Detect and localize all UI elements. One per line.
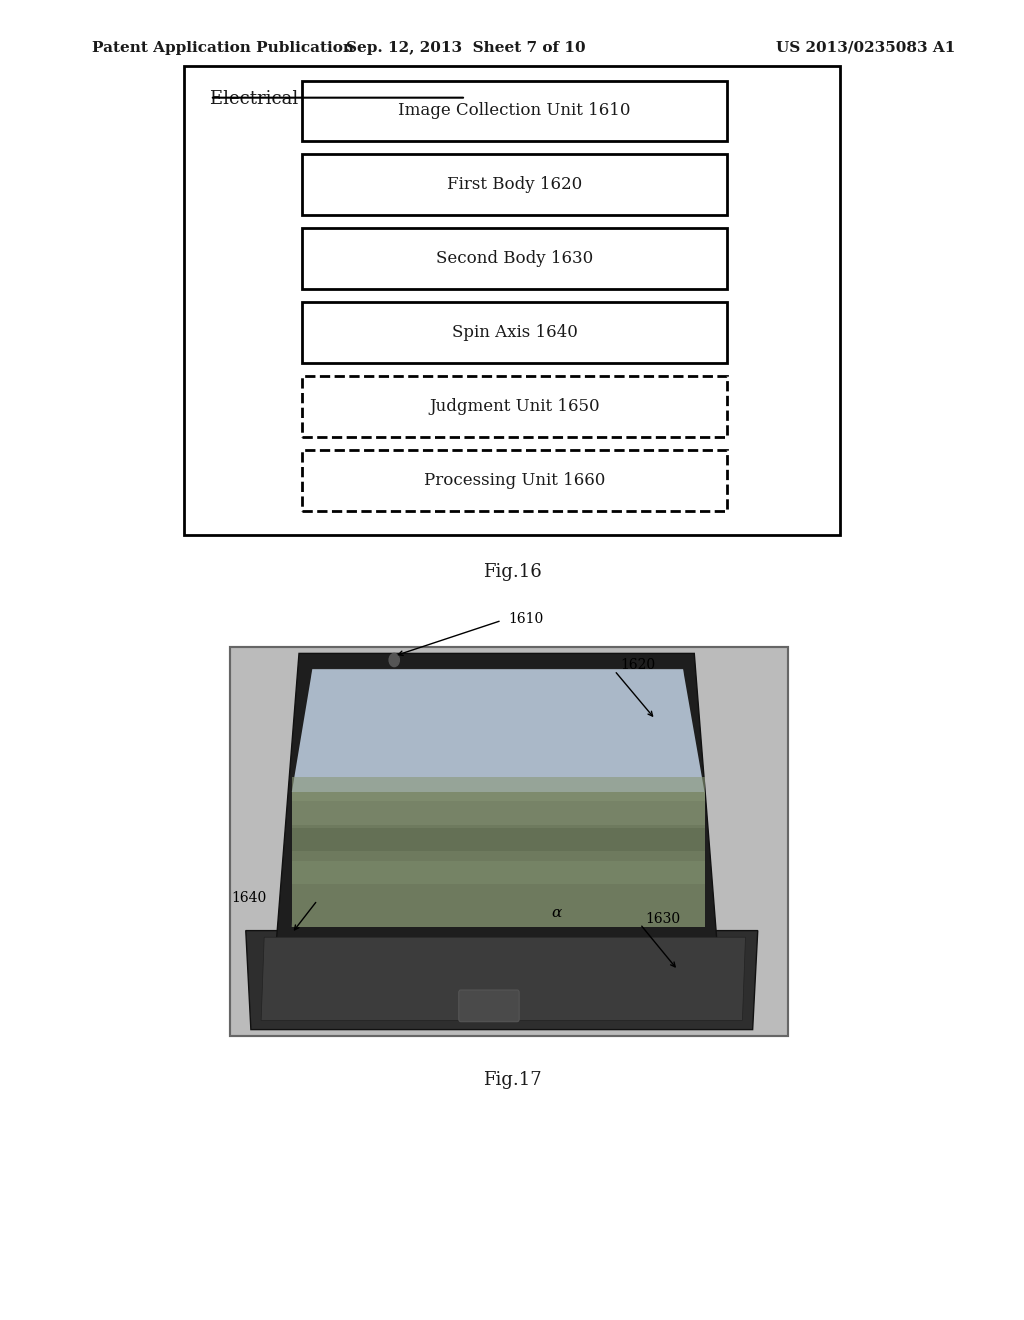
Polygon shape <box>292 777 705 801</box>
FancyBboxPatch shape <box>302 228 727 289</box>
Polygon shape <box>246 931 758 1030</box>
Polygon shape <box>276 653 717 940</box>
Polygon shape <box>292 669 705 927</box>
FancyBboxPatch shape <box>459 990 519 1022</box>
FancyBboxPatch shape <box>302 376 727 437</box>
Text: α: α <box>551 907 561 920</box>
Text: 1630: 1630 <box>645 912 680 925</box>
FancyBboxPatch shape <box>302 450 727 511</box>
Circle shape <box>389 653 399 667</box>
Polygon shape <box>292 792 705 927</box>
Text: Judgment Unit 1650: Judgment Unit 1650 <box>429 399 600 414</box>
Text: Image Collection Unit 1610: Image Collection Unit 1610 <box>398 103 631 119</box>
Polygon shape <box>292 828 705 851</box>
Polygon shape <box>292 861 705 884</box>
Text: Fig.17: Fig.17 <box>482 1071 542 1089</box>
Polygon shape <box>292 669 705 792</box>
Text: US 2013/0235083 A1: US 2013/0235083 A1 <box>775 41 955 54</box>
Text: Electrical Device 1600: Electrical Device 1600 <box>210 90 418 108</box>
Text: First Body 1620: First Body 1620 <box>446 177 583 193</box>
FancyBboxPatch shape <box>302 154 727 215</box>
Text: 1640: 1640 <box>231 891 266 904</box>
Text: Processing Unit 1660: Processing Unit 1660 <box>424 473 605 488</box>
FancyBboxPatch shape <box>230 647 788 1036</box>
Text: Sep. 12, 2013  Sheet 7 of 10: Sep. 12, 2013 Sheet 7 of 10 <box>346 41 586 54</box>
Text: Patent Application Publication: Patent Application Publication <box>92 41 354 54</box>
Text: Second Body 1630: Second Body 1630 <box>436 251 593 267</box>
FancyBboxPatch shape <box>184 66 840 535</box>
FancyBboxPatch shape <box>302 302 727 363</box>
Text: 1610: 1610 <box>508 612 543 626</box>
Polygon shape <box>261 937 745 1020</box>
Polygon shape <box>292 801 705 825</box>
FancyBboxPatch shape <box>302 81 727 141</box>
Text: 1620: 1620 <box>621 659 655 672</box>
Text: Spin Axis 1640: Spin Axis 1640 <box>452 325 578 341</box>
Text: Fig.16: Fig.16 <box>482 562 542 581</box>
